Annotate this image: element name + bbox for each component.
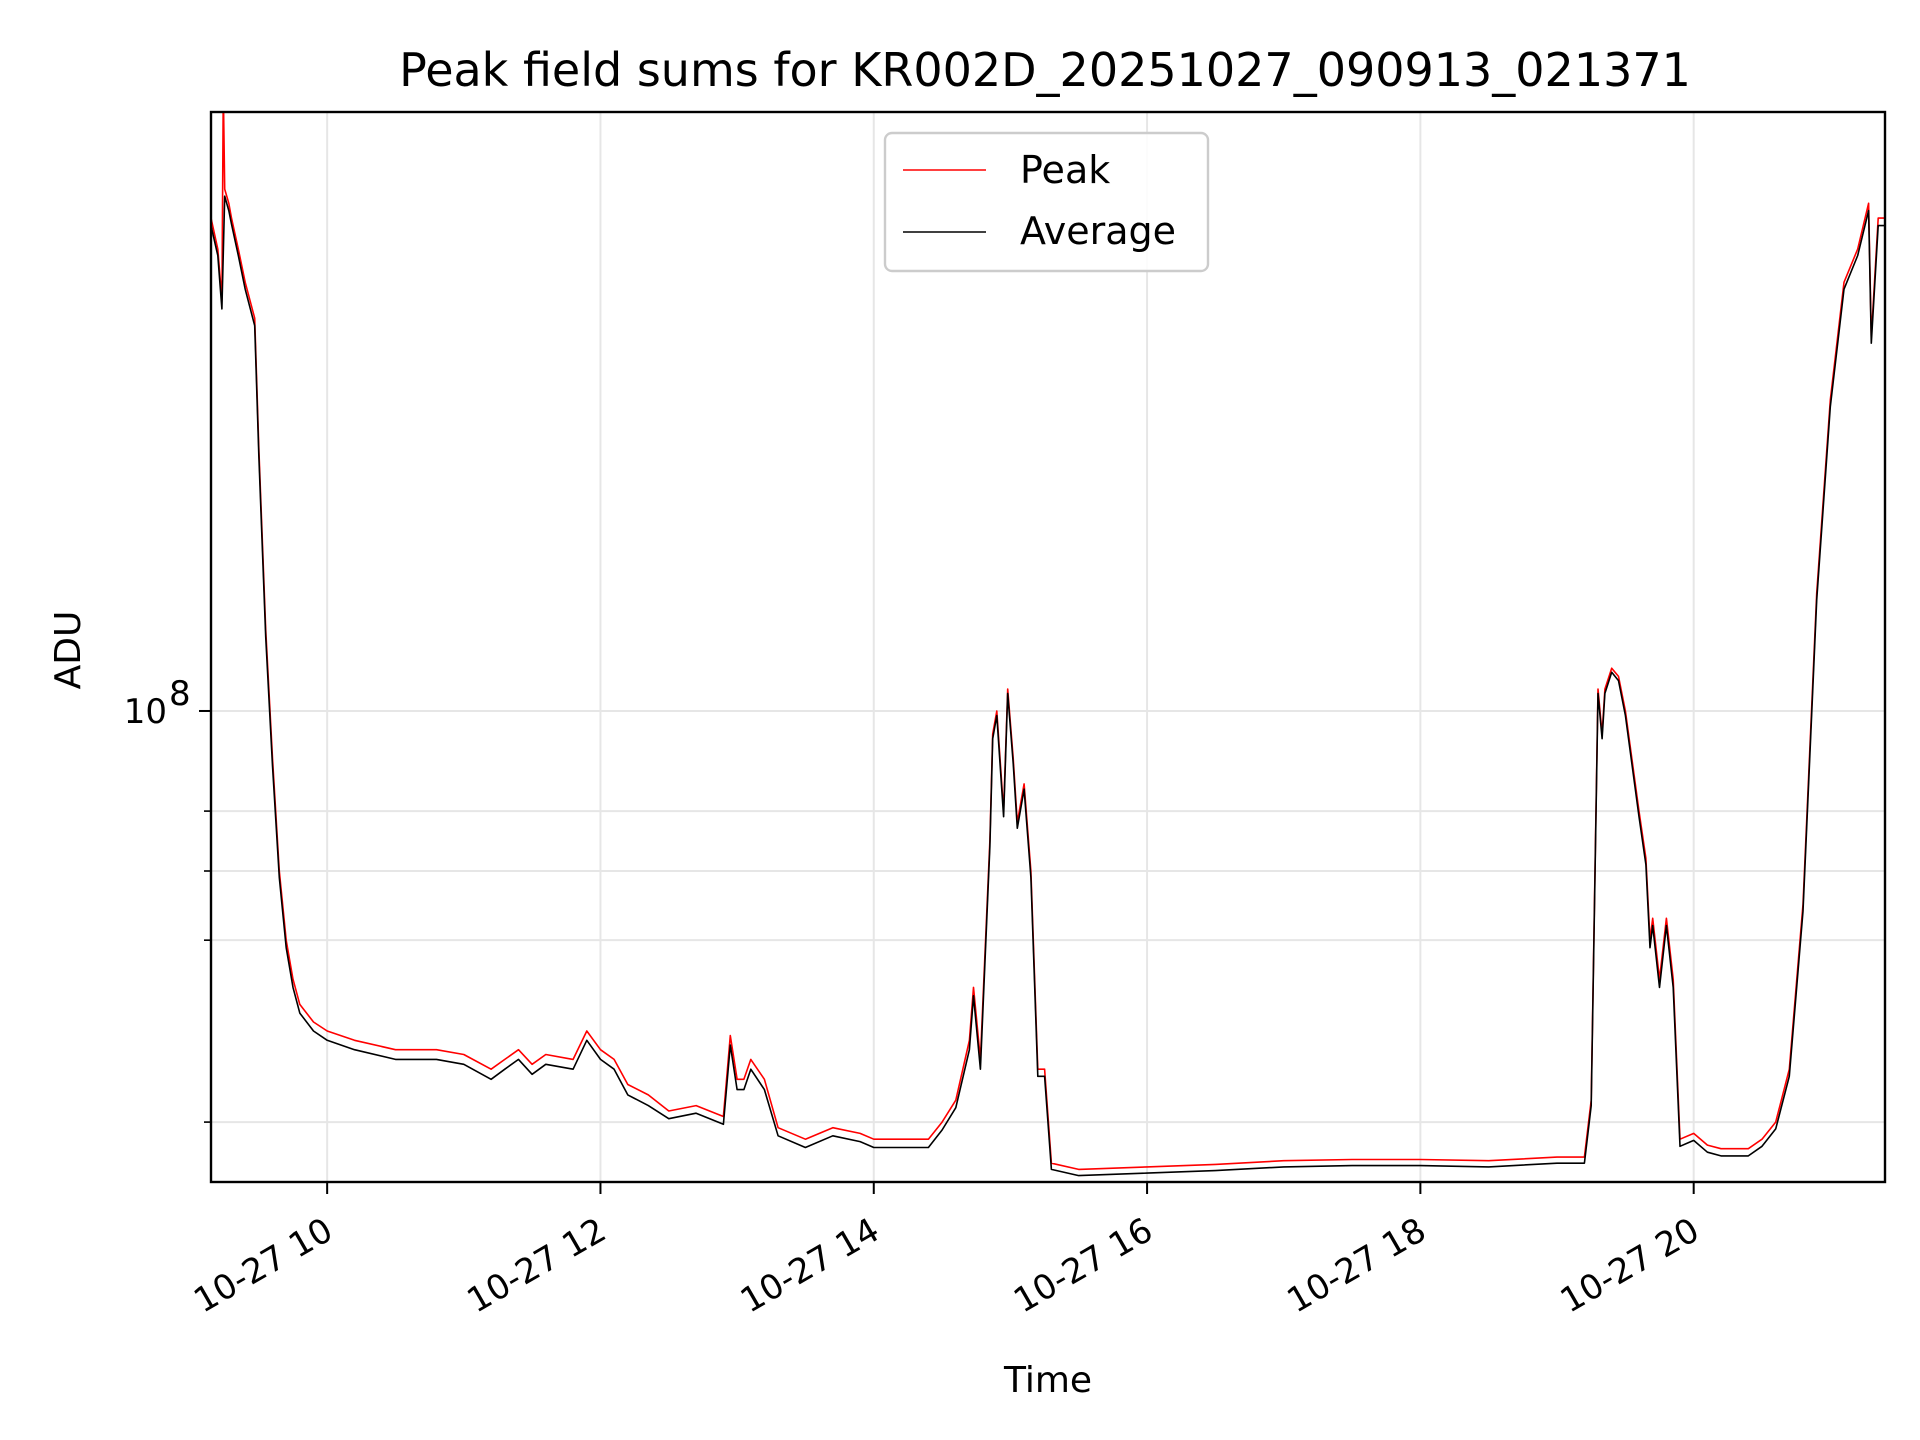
series-layer <box>211 112 1885 1177</box>
legend-average-label: Average <box>1020 209 1176 253</box>
series-line-average <box>211 195 1885 1177</box>
y-tick-label-exponent: 8 <box>169 674 191 714</box>
x-axis-label: Time <box>1003 1360 1092 1401</box>
legend: Peak Average <box>883 131 1210 273</box>
y-tick-label-base: 10 <box>124 692 167 732</box>
legend-box <box>883 131 1210 273</box>
y-axis-label: ADU <box>48 611 89 690</box>
y-axis-ticks: 10 8 <box>124 674 211 1123</box>
grid-layer <box>211 112 1885 1182</box>
series-line-peak <box>211 112 1885 1171</box>
legend-peak-label: Peak <box>1020 148 1110 192</box>
plot-area-frame <box>209 110 1887 1184</box>
chart-title: Peak field sums for KR002D_20251027_0909… <box>399 43 1691 97</box>
